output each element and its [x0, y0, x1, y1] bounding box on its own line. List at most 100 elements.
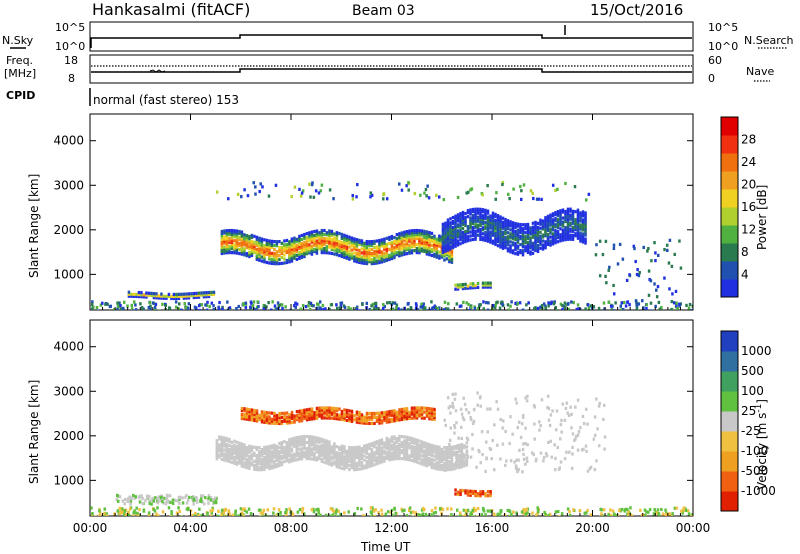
- data-cell: [455, 446, 459, 450]
- data-cell: [169, 515, 173, 516]
- data-cell: [546, 216, 550, 220]
- data-cell: [273, 459, 276, 463]
- data-cell: [345, 250, 349, 254]
- data-cell: [340, 250, 344, 255]
- data-cell: [360, 243, 364, 247]
- data-cell: [378, 419, 381, 423]
- data-cell: [250, 251, 254, 256]
- data-cell: [263, 254, 266, 258]
- data-cell: [560, 418, 563, 423]
- data-cell: [316, 302, 319, 306]
- data-cell: [355, 260, 359, 264]
- data-cell: [378, 451, 381, 455]
- data-cell: [192, 514, 196, 516]
- data-cell: [315, 446, 319, 450]
- data-cell: [285, 510, 288, 514]
- data-cell: [418, 412, 421, 416]
- data-cell: [240, 408, 244, 413]
- data-cell: [463, 444, 466, 448]
- data-cell: [373, 453, 376, 457]
- data-cell: [365, 445, 369, 449]
- data-cell: [215, 496, 218, 500]
- data-cell: [544, 226, 547, 230]
- data-cell: [260, 460, 264, 464]
- data-cell: [454, 392, 457, 396]
- data-cell: [365, 241, 369, 246]
- data-cell: [556, 222, 560, 226]
- data-cell: [567, 413, 571, 418]
- data-cell: [499, 231, 502, 235]
- data-cell: [403, 453, 406, 457]
- data-cell: [548, 512, 552, 516]
- data-cell: [192, 497, 196, 501]
- data-cell: [425, 194, 428, 198]
- data-cell: [175, 305, 178, 309]
- data-cell: [450, 467, 454, 471]
- data-cell: [403, 445, 406, 449]
- data-cell: [345, 244, 349, 248]
- data-cell: [390, 445, 394, 449]
- data-cell: [584, 211, 587, 215]
- data-cell: [570, 300, 573, 304]
- data-cell: [288, 421, 291, 425]
- data-cell: [233, 239, 236, 243]
- data-cell: [190, 294, 193, 298]
- data-cell: [320, 232, 324, 237]
- data-cell: [521, 227, 525, 231]
- data-cell: [521, 239, 525, 243]
- data-cell: [623, 509, 627, 513]
- power-data: [90, 180, 693, 310]
- data-cell: [261, 514, 264, 516]
- data-cell: [504, 243, 507, 248]
- data-cell: [273, 260, 276, 264]
- data-cell: [435, 239, 439, 243]
- data-cell: [559, 211, 562, 215]
- data-cell: [679, 302, 683, 306]
- data-cell: [365, 243, 369, 248]
- data-cell: [522, 413, 525, 418]
- data-cell: [465, 449, 469, 453]
- data-cell: [476, 223, 480, 227]
- data-cell: [355, 256, 359, 260]
- data-cell: [293, 250, 296, 254]
- data-cell: [539, 246, 542, 250]
- data-cell: [318, 408, 321, 412]
- data-cell: [258, 462, 261, 466]
- data-cell: [319, 189, 322, 193]
- data-cell: [514, 248, 517, 252]
- data-cell: [545, 454, 549, 458]
- data-cell: [245, 452, 249, 456]
- data-cell: [446, 244, 450, 248]
- data-cell: [464, 219, 467, 224]
- data-cell: [240, 246, 244, 250]
- data-cell: [375, 261, 379, 265]
- data-cell: [315, 410, 319, 414]
- data-cell: [233, 439, 236, 443]
- data-cell: [482, 307, 485, 310]
- data-cell: [506, 247, 510, 251]
- data-cell: [328, 514, 332, 516]
- data-cell: [398, 446, 401, 451]
- data-cell: [423, 441, 426, 445]
- data-cell: [395, 247, 399, 251]
- data-cell: [499, 229, 502, 233]
- data-cell: [223, 231, 226, 235]
- data-cell: [202, 494, 205, 498]
- data-cell: [265, 419, 269, 423]
- data-cell: [207, 501, 210, 505]
- data-cell: [598, 515, 602, 516]
- data-cell: [380, 460, 384, 464]
- data-cell: [499, 301, 503, 305]
- data-cell: [499, 235, 502, 239]
- data-cell: [474, 233, 477, 237]
- data-cell: [476, 207, 480, 211]
- data-cell: [540, 398, 544, 402]
- data-cell: [418, 414, 421, 418]
- data-cell: [325, 416, 329, 420]
- data-cell: [265, 417, 269, 421]
- data-cell: [398, 252, 401, 256]
- data-cell: [456, 223, 460, 227]
- data-cell: [564, 406, 568, 410]
- data-cell: [132, 300, 136, 304]
